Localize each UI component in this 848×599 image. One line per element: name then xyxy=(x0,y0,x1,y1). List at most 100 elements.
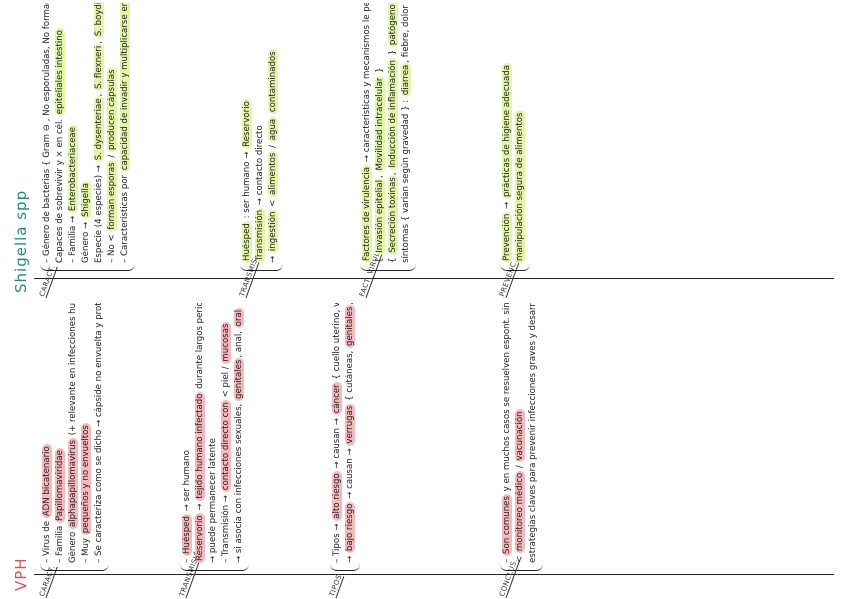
shigella-highlighted-term: manipulación segura de alimentos xyxy=(515,110,525,263)
vph-note-text: (+ relevante en infecciones humanas) xyxy=(68,303,78,438)
vph-note-text: → causan → xyxy=(345,445,355,502)
vph-highlighted-term: alto riesgo xyxy=(332,471,342,521)
shigella-note-line: { Secreción toxinas, Inducción de inflam… xyxy=(388,3,399,263)
shigella-note-text: → xyxy=(502,199,512,212)
vph-highlighted-term: oral xyxy=(234,307,244,329)
shigella-note-text: Género → xyxy=(81,219,91,263)
shigella-highlighted-term: forman esporas xyxy=(107,160,117,232)
vph-note-text: → si asocia con infecciones sexuales, xyxy=(234,400,244,563)
shigella-highlighted-term: patógeno entérico xyxy=(388,3,398,48)
shigella-title: Shigella spp xyxy=(12,189,30,293)
shigella-note-text: { xyxy=(388,254,398,263)
shigella-note-line: Factores de virulencia → características… xyxy=(362,3,373,263)
vph-note-text: – Familia xyxy=(55,523,65,563)
shigella-note-text: Capaces de sobrevivir y × en cél. xyxy=(55,116,65,263)
shigella-note-text: } xyxy=(375,67,385,76)
shigella-highlighted-term: Enterobacteriaceae xyxy=(68,125,78,214)
vph-note-line: – Tipos → alto riesgo → causan → cáncer … xyxy=(332,303,343,563)
shigella-highlighted-term: epiteliales intestino xyxy=(55,28,65,117)
vph-highlighted-term: contacto directo con xyxy=(221,400,231,493)
vph-note-text: → causan → xyxy=(332,415,342,472)
shigella-highlighted-term: S. boydii xyxy=(94,3,104,39)
vph-highlighted-term: Huésped xyxy=(182,514,192,556)
vph-highlighted-term: bajo riesgo xyxy=(345,501,355,554)
vph-note-line: estrategias claves para prevenir infecci… xyxy=(528,303,539,563)
vph-note-line: – Se caracteriza como se dicho → cápside… xyxy=(94,303,105,563)
vph-note-text: → xyxy=(345,553,355,563)
vph-highlighted-term: vacunación xyxy=(515,409,525,463)
shigella-note-line: – Género de bacterias { Gram ⊖ , No espo… xyxy=(42,3,53,263)
shigella-note-text: → xyxy=(268,253,278,263)
shigella-note-text: , xyxy=(375,172,385,178)
vph-highlighted-term: alphapapillomavirus xyxy=(68,437,78,529)
vph-note-line: Reservorio → tejido humano infectado dur… xyxy=(195,303,206,563)
shigella-note-line: – Familia → Enterobacteriaceae xyxy=(68,125,79,263)
vph-note-line: → puede permanecer latente xyxy=(208,438,219,563)
shigella-highlighted-term: Transmisión xyxy=(255,207,265,263)
shigella-note-line: Capaces de sobrevivir y × en cél. epitel… xyxy=(55,28,66,263)
vph-highlighted-term: tejido humano infectado xyxy=(195,391,205,501)
shigella-section-brace xyxy=(360,264,416,271)
vph-note-text: – Tipos → xyxy=(332,520,342,563)
vph-note-text: – Se caracteriza como se dicho → cápside… xyxy=(94,303,104,563)
vph-highlighted-term: monitoreo médico xyxy=(515,470,525,554)
vph-note-text: < xyxy=(515,553,525,563)
shigella-highlighted-term: diarrea xyxy=(401,62,411,98)
shigella-note-line: { Invasión epitelial, Movilidad intracel… xyxy=(375,67,386,263)
vph-note-text: – xyxy=(182,555,192,563)
vph-note-text: durante largos periodos de tiempo xyxy=(195,303,205,392)
shigella-note-line: manipulación segura de alimentos xyxy=(515,110,526,263)
shigella-note-text: / xyxy=(107,152,117,161)
vph-note-line: – Familia Papillomaviridae xyxy=(55,448,66,563)
vph-highlighted-term: pequeños y no envueltos xyxy=(81,423,91,536)
vph-note-text: – Muy xyxy=(81,535,91,563)
shigella-note-text: , xyxy=(94,90,104,97)
vph-note-line: – Transmisión → contacto directo con < p… xyxy=(221,321,232,563)
vph-note-text: , anal, xyxy=(234,328,244,358)
vph-section-brace xyxy=(330,564,360,571)
shigella-section-brace xyxy=(40,264,135,271)
vph-note-line: < monitoreo médico / vacunación xyxy=(515,409,526,563)
shigella-note-line: síntomas { varían según gravedad } : dia… xyxy=(401,3,412,263)
shigella-highlighted-term: alimentos xyxy=(268,150,278,197)
vph-highlighted-term: ADN bicatenario xyxy=(42,444,52,519)
vph-highlighted-term: genitales xyxy=(234,357,244,401)
shigella-note-text: Especie (4 especies) → xyxy=(94,162,104,263)
vph-title: VPH xyxy=(12,557,30,591)
vph-note-text: estrategias claves para prevenir infecci… xyxy=(528,303,538,563)
vph-highlighted-term: genitales xyxy=(345,304,355,348)
shigella-highlighted-term: prácticas de higiene adecuada xyxy=(502,63,512,200)
shigella-note-text xyxy=(268,114,278,117)
shigella-highlighted-term: Factores de virulencia xyxy=(362,164,372,263)
shigella-note-line: Género → Shigella xyxy=(81,180,92,263)
vph-highlighted-term: mucosas xyxy=(221,321,231,364)
vph-note-line: → si asocia con infecciones sexuales, ge… xyxy=(234,307,245,563)
shigella-note-text: } xyxy=(388,47,398,59)
shigella-note-text: , xyxy=(94,38,104,44)
shigella-note-line: – Características por capacidad de invad… xyxy=(120,3,131,263)
shigella-note-text: , xyxy=(388,169,398,176)
vph-note-line: Género alphapapillomavirus (+ relevante … xyxy=(68,303,79,563)
vph-column: VPH CARACT. – Virus de ADN bicatenario – F… xyxy=(0,299,848,599)
vph-note-line: – Son comunes y en muchos casos se resue… xyxy=(502,303,513,563)
shigella-highlighted-term: capacidad de invadir y multiplicarse en … xyxy=(120,3,130,173)
shigella-note-text: → características y mecanismos le permit… xyxy=(362,3,372,165)
shigella-note-line: Huésped : ser humano → Reservorio xyxy=(242,99,253,263)
vph-section-label: TIPOS xyxy=(328,573,345,599)
shigella-note-text: / xyxy=(268,142,278,151)
shigella-highlighted-term: S. flexneri xyxy=(94,43,104,91)
vph-highlighted-term: Reservorio xyxy=(195,513,205,563)
vph-note-text: / xyxy=(515,462,525,471)
vph-note-text: → xyxy=(195,500,205,514)
shigella-highlighted-term: agua xyxy=(268,116,278,143)
shigella-highlighted-term: Reservorio xyxy=(242,99,252,149)
vph-note-text: , xyxy=(345,303,355,305)
shigella-section-brace xyxy=(240,264,283,271)
vph-highlighted-term: verrugas xyxy=(345,403,355,446)
shigella-highlighted-term: ingestión xyxy=(268,209,278,254)
shigella-highlighted-term: contaminados xyxy=(268,49,278,115)
shigella-vertical-line xyxy=(34,278,834,279)
shigella-note-line: → ingestión < alimentos / agua contamina… xyxy=(268,49,279,263)
shigella-note-text: : ser humano → xyxy=(242,148,252,222)
vph-note-text: < piel / xyxy=(221,363,231,401)
